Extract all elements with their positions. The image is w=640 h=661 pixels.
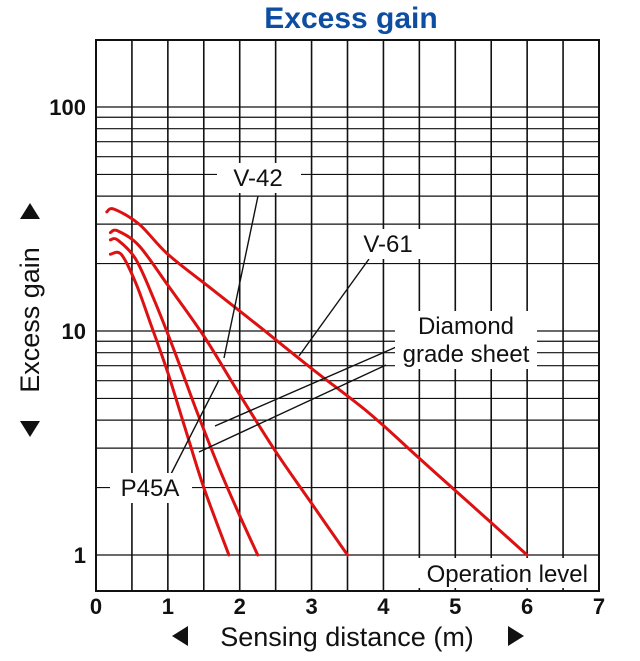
annotation-background — [395, 311, 537, 369]
leader-line — [170, 379, 220, 475]
annotation-leaders — [170, 195, 411, 475]
y-tick-labels: 1 10 100 — [49, 95, 86, 568]
x-tick-labels: 0 1 2 3 4 5 6 7 — [90, 594, 605, 619]
leader-line — [223, 195, 259, 359]
y-axis-arrow-up-icon — [20, 203, 40, 219]
data-curves — [105, 207, 529, 557]
x-tick-label: 1 — [162, 594, 174, 619]
diamond-label-line2: grade sheet — [403, 341, 530, 368]
y-tick-label: 100 — [49, 95, 86, 120]
x-tick-label: 5 — [449, 594, 461, 619]
operation-level-label: Operation level — [427, 561, 588, 588]
p45a-label: P45A — [121, 475, 180, 502]
chart-title: Excess gain — [264, 2, 437, 35]
x-tick-label: 4 — [377, 594, 390, 619]
x-tick-label: 7 — [593, 594, 605, 619]
y-tick-label: 1 — [74, 543, 86, 568]
y-axis-arrow-down-icon — [20, 421, 40, 437]
y-axis-label-group: Excess gain — [15, 203, 45, 437]
annotation-background — [217, 163, 301, 193]
v61-label: V-61 — [363, 231, 412, 258]
curve-diamond-grade-sheet — [108, 237, 260, 557]
x-axis-arrow-right-icon — [508, 626, 524, 646]
annotation-background — [402, 558, 590, 588]
curve-v-61 — [105, 207, 529, 557]
annotation-background — [357, 229, 421, 259]
curve-p45a — [108, 250, 231, 557]
x-tick-label: 6 — [521, 594, 533, 619]
x-axis-label-group: Sensing distance (m) — [172, 622, 524, 652]
v42-label: V-42 — [233, 165, 282, 192]
leader-line — [198, 364, 387, 453]
x-axis-arrow-left-icon — [172, 626, 188, 646]
y-tick-label: 10 — [62, 319, 86, 344]
diamond-label-line1: Diamond — [418, 313, 514, 340]
leader-line — [214, 340, 411, 427]
x-tick-label: 0 — [90, 594, 102, 619]
x-axis-label: Sensing distance (m) — [220, 622, 474, 652]
x-tick-label: 3 — [305, 594, 317, 619]
annotation-background — [110, 473, 192, 503]
x-tick-label: 2 — [234, 594, 246, 619]
annotations: Operation level V-42 V-61 Diamond grade … — [110, 163, 590, 588]
leader-line — [298, 258, 370, 357]
curve-v-42 — [108, 228, 349, 557]
y-axis-label: Excess gain — [15, 247, 45, 393]
